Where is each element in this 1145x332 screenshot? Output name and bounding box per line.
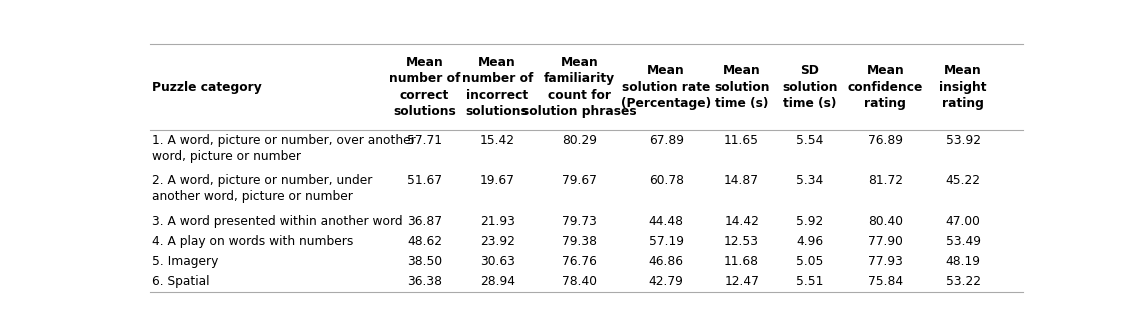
Text: 28.94: 28.94: [480, 275, 515, 288]
Text: 5. Imagery: 5. Imagery: [152, 255, 219, 268]
Text: 3. A word presented within another word: 3. A word presented within another word: [152, 214, 403, 228]
Text: 81.72: 81.72: [868, 174, 903, 187]
Text: 19.67: 19.67: [480, 174, 514, 187]
Text: 30.63: 30.63: [480, 255, 514, 268]
Text: 36.87: 36.87: [406, 214, 442, 228]
Text: 78.40: 78.40: [562, 275, 597, 288]
Text: 21.93: 21.93: [480, 214, 514, 228]
Text: 23.92: 23.92: [480, 235, 514, 248]
Text: 53.92: 53.92: [946, 133, 980, 146]
Text: 77.93: 77.93: [868, 255, 903, 268]
Text: 45.22: 45.22: [946, 174, 980, 187]
Text: 51.67: 51.67: [406, 174, 442, 187]
Text: 12.47: 12.47: [725, 275, 759, 288]
Text: 48.62: 48.62: [406, 235, 442, 248]
Text: 57.19: 57.19: [649, 235, 684, 248]
Text: 1. A word, picture or number, over another
word, picture or number: 1. A word, picture or number, over anoth…: [152, 133, 416, 163]
Text: 36.38: 36.38: [406, 275, 442, 288]
Text: 5.92: 5.92: [797, 214, 823, 228]
Text: 2. A word, picture or number, under
another word, picture or number: 2. A word, picture or number, under anot…: [152, 174, 372, 203]
Text: Mean
solution
time (s): Mean solution time (s): [714, 64, 769, 110]
Text: Mean
number of
incorrect
solutions: Mean number of incorrect solutions: [461, 56, 532, 118]
Text: 6. Spatial: 6. Spatial: [152, 275, 210, 288]
Text: 79.73: 79.73: [562, 214, 597, 228]
Text: 48.19: 48.19: [946, 255, 980, 268]
Text: 15.42: 15.42: [480, 133, 515, 146]
Text: 4. A play on words with numbers: 4. A play on words with numbers: [152, 235, 354, 248]
Text: 76.76: 76.76: [562, 255, 597, 268]
Text: SD
solution
time (s): SD solution time (s): [782, 64, 838, 110]
Text: 79.38: 79.38: [562, 235, 597, 248]
Text: 80.40: 80.40: [868, 214, 903, 228]
Text: 60.78: 60.78: [649, 174, 684, 187]
Text: 79.67: 79.67: [562, 174, 597, 187]
Text: 80.29: 80.29: [562, 133, 597, 146]
Text: 5.05: 5.05: [796, 255, 823, 268]
Text: 75.84: 75.84: [868, 275, 903, 288]
Text: Mean
solution rate
(Percentage): Mean solution rate (Percentage): [622, 64, 711, 110]
Text: Mean
familiarity
count for
solution phrases: Mean familiarity count for solution phra…: [522, 56, 637, 118]
Text: Puzzle category: Puzzle category: [152, 81, 262, 94]
Text: 53.22: 53.22: [946, 275, 980, 288]
Text: 5.34: 5.34: [797, 174, 823, 187]
Text: 38.50: 38.50: [406, 255, 442, 268]
Text: 46.86: 46.86: [649, 255, 684, 268]
Text: 42.79: 42.79: [649, 275, 684, 288]
Text: 47.00: 47.00: [946, 214, 980, 228]
Text: 11.68: 11.68: [724, 255, 759, 268]
Text: 76.89: 76.89: [868, 133, 903, 146]
Text: 77.90: 77.90: [868, 235, 903, 248]
Text: Mean
number of
correct
solutions: Mean number of correct solutions: [389, 56, 460, 118]
Text: 11.65: 11.65: [724, 133, 759, 146]
Text: 12.53: 12.53: [724, 235, 759, 248]
Text: Mean
confidence
rating: Mean confidence rating: [847, 64, 923, 110]
Text: 44.48: 44.48: [649, 214, 684, 228]
Text: Mean
insight
rating: Mean insight rating: [939, 64, 987, 110]
Text: 4.96: 4.96: [797, 235, 823, 248]
Text: 5.54: 5.54: [796, 133, 823, 146]
Text: 53.49: 53.49: [946, 235, 980, 248]
Text: 14.42: 14.42: [725, 214, 759, 228]
Text: 57.71: 57.71: [406, 133, 442, 146]
Text: 67.89: 67.89: [649, 133, 684, 146]
Text: 14.87: 14.87: [724, 174, 759, 187]
Text: 5.51: 5.51: [796, 275, 823, 288]
